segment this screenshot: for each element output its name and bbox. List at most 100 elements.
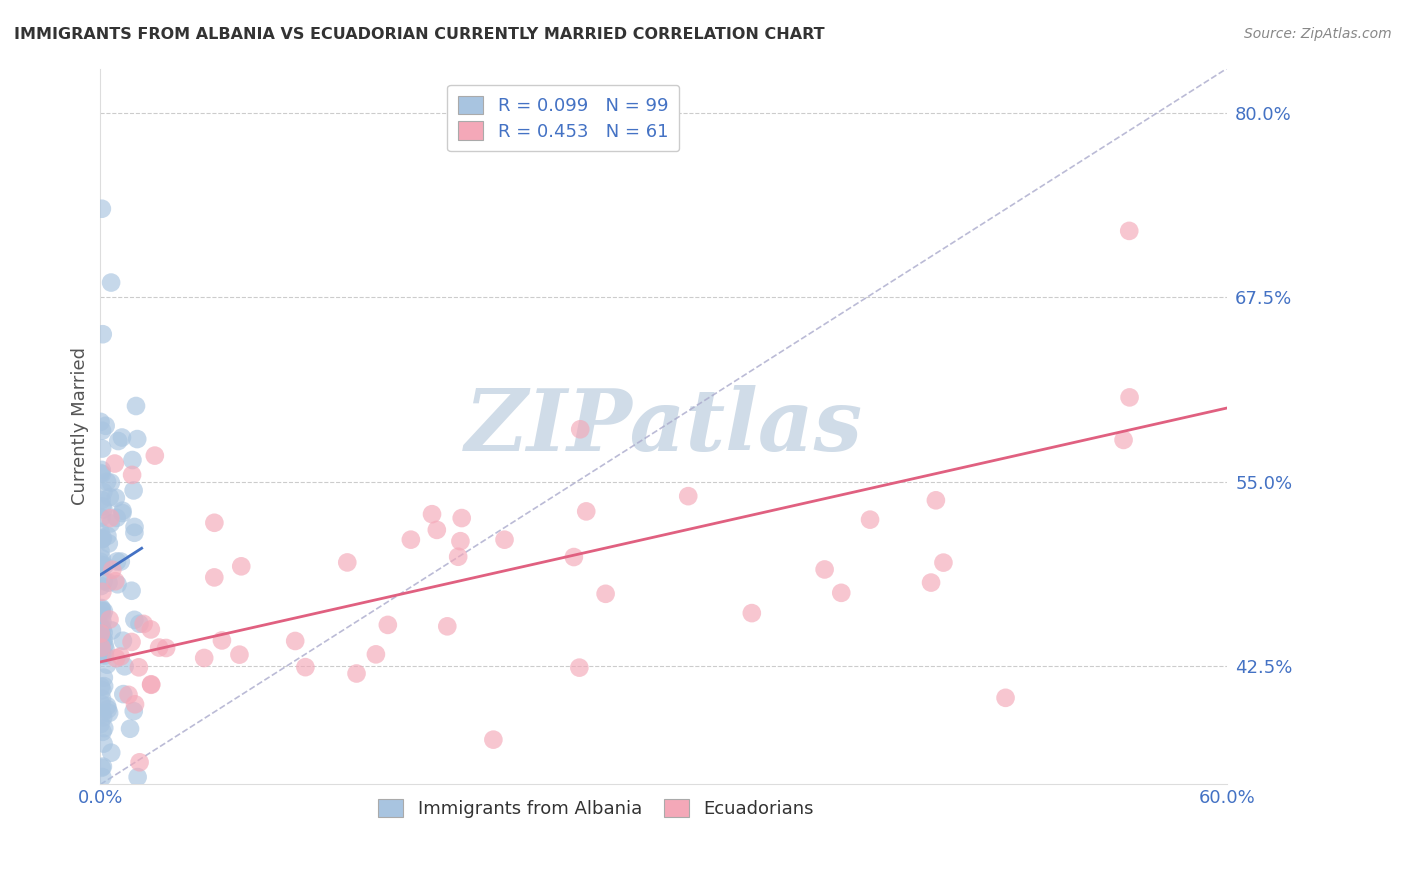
Point: [90, 640, 112, 654]
Point: [575, 504, 598, 518]
Point: [90, 559, 112, 574]
Point: [562, 549, 585, 564]
Point: [120, 722, 142, 736]
Point: [346, 666, 368, 681]
Point: [193, 651, 215, 665]
Point: [101, 563, 124, 577]
Point: [91, 691, 114, 706]
Point: [741, 606, 763, 620]
Point: [91, 710, 114, 724]
Point: [569, 422, 592, 436]
Point: [105, 651, 128, 665]
Point: [91, 442, 114, 456]
Point: [97, 575, 120, 590]
Point: [91, 759, 114, 773]
Point: [114, 659, 136, 673]
Point: [105, 511, 128, 525]
Point: [91, 724, 114, 739]
Point: [294, 660, 316, 674]
Point: [104, 574, 127, 589]
Point: [90, 510, 112, 524]
Point: [90, 648, 112, 662]
Point: [994, 690, 1017, 705]
Point: [100, 276, 122, 290]
Point: [91, 532, 114, 546]
Point: [90, 604, 112, 618]
Point: [110, 554, 132, 568]
Point: [96, 529, 118, 543]
Point: [98, 511, 121, 525]
Point: [124, 520, 146, 534]
Point: [436, 619, 458, 633]
Point: [90, 619, 112, 633]
Point: [91, 706, 114, 721]
Point: [124, 613, 146, 627]
Text: IMMIGRANTS FROM ALBANIA VS ECUADORIAN CURRENTLY MARRIED CORRELATION CHART: IMMIGRANTS FROM ALBANIA VS ECUADORIAN CU…: [14, 27, 825, 42]
Point: [91, 770, 114, 784]
Point: [125, 399, 148, 413]
Point: [96, 657, 118, 672]
Text: Source: ZipAtlas.com: Source: ZipAtlas.com: [1244, 27, 1392, 41]
Point: [91, 630, 114, 644]
Point: [676, 489, 699, 503]
Point: [90, 640, 112, 655]
Point: [568, 660, 591, 674]
Point: [93, 574, 115, 588]
Point: [105, 554, 128, 568]
Point: [101, 624, 124, 638]
Point: [93, 604, 115, 618]
Point: [449, 534, 471, 549]
Point: [127, 432, 149, 446]
Point: [124, 525, 146, 540]
Point: [132, 616, 155, 631]
Point: [111, 633, 134, 648]
Point: [90, 697, 112, 711]
Point: [111, 506, 134, 520]
Point: [93, 558, 115, 573]
Point: [91, 584, 114, 599]
Point: [202, 570, 225, 584]
Point: [482, 732, 505, 747]
Point: [90, 602, 112, 616]
Point: [121, 467, 143, 482]
Point: [128, 616, 150, 631]
Point: [96, 699, 118, 714]
Point: [128, 756, 150, 770]
Point: [90, 645, 112, 659]
Point: [494, 533, 516, 547]
Point: [110, 649, 132, 664]
Point: [211, 633, 233, 648]
Point: [111, 430, 134, 444]
Point: [91, 532, 114, 546]
Point: [107, 434, 129, 448]
Point: [93, 721, 115, 735]
Point: [94, 418, 117, 433]
Point: [122, 704, 145, 718]
Point: [91, 424, 114, 438]
Point: [139, 623, 162, 637]
Point: [128, 660, 150, 674]
Point: [97, 536, 120, 550]
Point: [90, 555, 112, 569]
Point: [94, 642, 117, 657]
Point: [920, 575, 942, 590]
Point: [284, 634, 307, 648]
Point: [98, 706, 121, 720]
Point: [595, 587, 617, 601]
Point: [420, 507, 443, 521]
Point: [127, 770, 149, 784]
Point: [932, 556, 955, 570]
Point: [94, 648, 117, 663]
Y-axis label: Currently Married: Currently Married: [72, 348, 89, 506]
Point: [155, 640, 177, 655]
Point: [90, 415, 112, 429]
Point: [96, 475, 118, 489]
Point: [100, 475, 122, 490]
Point: [90, 463, 112, 477]
Point: [859, 513, 882, 527]
Point: [104, 457, 127, 471]
Point: [1118, 224, 1140, 238]
Point: [1112, 433, 1135, 447]
Point: [107, 577, 129, 591]
Point: [90, 626, 112, 640]
